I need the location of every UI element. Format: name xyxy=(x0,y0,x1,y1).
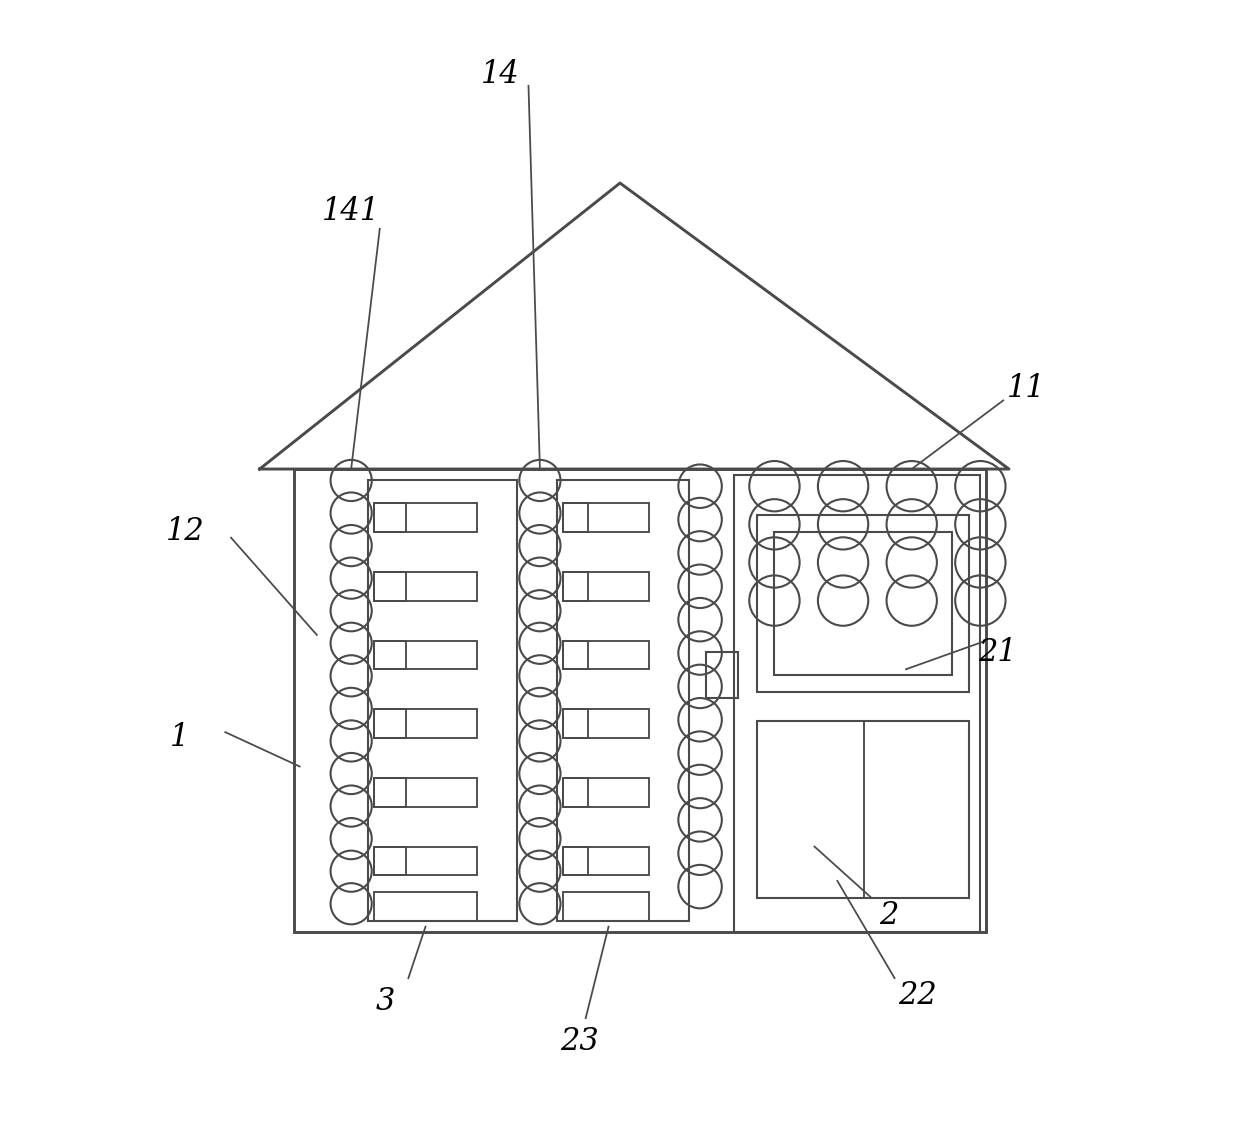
Text: 23: 23 xyxy=(560,1025,599,1057)
Bar xyxy=(374,641,405,669)
Bar xyxy=(775,532,952,675)
Bar xyxy=(563,503,649,532)
Bar xyxy=(374,892,477,921)
Bar xyxy=(374,709,405,738)
Bar xyxy=(563,641,588,669)
Bar xyxy=(758,721,968,898)
Text: 14: 14 xyxy=(481,58,520,90)
Bar xyxy=(563,709,649,738)
Bar xyxy=(374,709,477,738)
Bar xyxy=(563,778,649,807)
Bar xyxy=(563,892,649,921)
Bar xyxy=(563,709,588,738)
Bar xyxy=(563,847,588,875)
Text: 12: 12 xyxy=(166,516,205,548)
Bar xyxy=(374,503,405,532)
Bar xyxy=(563,778,588,807)
Text: 2: 2 xyxy=(879,899,899,931)
Bar xyxy=(374,641,477,669)
Text: 21: 21 xyxy=(978,636,1017,668)
Text: 1: 1 xyxy=(170,722,190,754)
Bar xyxy=(374,847,405,875)
Bar xyxy=(374,778,405,807)
Bar xyxy=(563,572,649,601)
Bar xyxy=(563,641,649,669)
Text: 22: 22 xyxy=(898,979,936,1011)
Bar xyxy=(368,480,517,921)
Text: 11: 11 xyxy=(1007,373,1045,405)
Bar xyxy=(374,572,405,601)
Bar xyxy=(563,847,649,875)
Bar xyxy=(374,503,477,532)
Bar xyxy=(557,480,688,921)
Bar xyxy=(706,652,738,698)
Text: 141: 141 xyxy=(322,196,381,228)
Bar xyxy=(374,847,477,875)
Bar xyxy=(374,778,477,807)
Bar xyxy=(758,515,968,692)
Bar xyxy=(294,469,986,932)
Bar xyxy=(734,475,981,932)
Bar xyxy=(563,572,588,601)
Bar xyxy=(374,572,477,601)
Bar xyxy=(563,503,588,532)
Text: 3: 3 xyxy=(376,985,396,1017)
